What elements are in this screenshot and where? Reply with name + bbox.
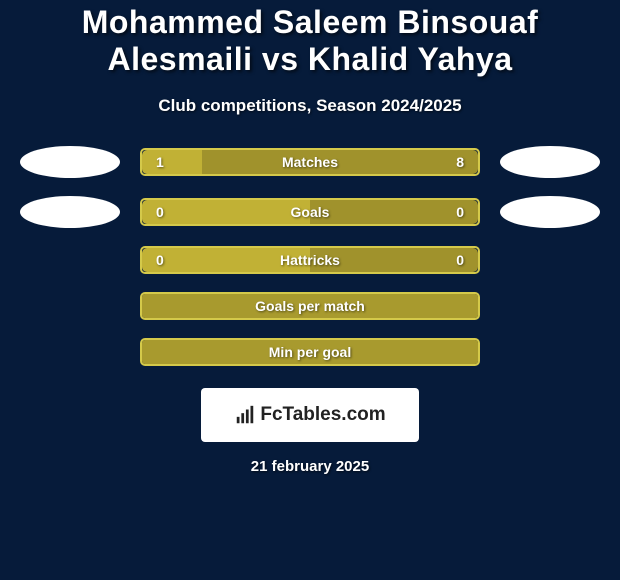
bar-fill-right [310,200,478,224]
stat-value-right: 0 [456,204,464,220]
stat-bar-mpg: Min per goal [140,338,480,366]
stat-label: Goals [291,204,330,220]
team-logo-left [20,196,120,228]
stat-row: 0 Goals 0 [10,196,610,228]
stat-bar-goals: 0 Goals 0 [140,198,480,226]
comparison-infographic: Mohammed Saleem Binsouaf Alesmaili vs Kh… [0,0,620,580]
team-logo-right [500,196,600,228]
stat-row: 0 Hattricks 0 [10,246,610,274]
stat-value-left: 0 [156,204,164,220]
stat-bar-gpm: Goals per match [140,292,480,320]
subtitle: Club competitions, Season 2024/2025 [0,96,620,116]
site-logo[interactable]: FcTables.com [201,388,419,442]
stat-value-left: 1 [156,154,164,170]
stats-list: 1 Matches 8 0 Goals 0 0 Hattri [0,146,620,366]
stat-value-right: 0 [456,252,464,268]
stat-label: Hattricks [280,252,340,268]
site-logo-text: FcTables.com [260,404,385,426]
bar-fill-left [142,200,310,224]
page-title: Mohammed Saleem Binsouaf Alesmaili vs Kh… [0,4,620,78]
stat-label: Goals per match [255,298,365,314]
stat-row: 1 Matches 8 [10,146,610,178]
stat-row: Goals per match [10,292,610,320]
date-text: 21 february 2025 [0,458,620,475]
team-logo-left [20,146,120,178]
stat-value-left: 0 [156,252,164,268]
stat-value-right: 8 [456,154,464,170]
bar-fill-left [142,150,202,174]
team-logo-right [500,146,600,178]
bar-fill-right [202,150,478,174]
stat-bar-matches: 1 Matches 8 [140,148,480,176]
bar-chart-icon [234,404,256,426]
stat-bar-hattricks: 0 Hattricks 0 [140,246,480,274]
stat-label: Matches [282,154,338,170]
stat-row: Min per goal [10,338,610,366]
stat-label: Min per goal [269,344,351,360]
